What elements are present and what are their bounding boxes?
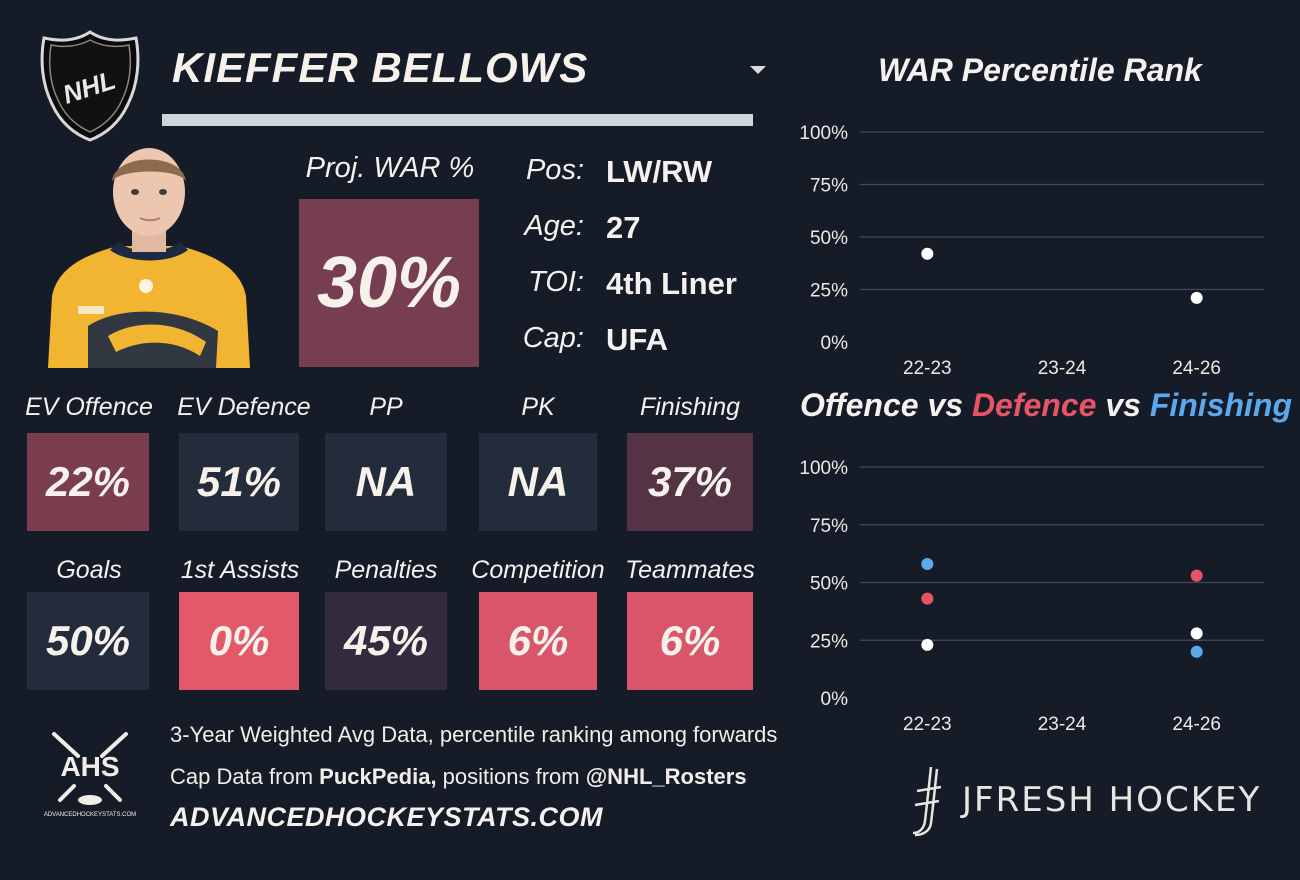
stat-label-finishing: Finishing <box>639 393 741 421</box>
offence-defence-finishing-chart: 0% 25% 50% 75% 100% 22-23 23-24 24-26 <box>799 458 1264 735</box>
info-value: UFA <box>606 322 668 357</box>
chart-title-comparison: Offence vs Defence vs Finishing <box>800 387 1292 424</box>
info-row-cap: Cap: UFA <box>520 322 780 362</box>
stat-label-competition: Competition <box>471 556 605 584</box>
data-point <box>921 592 934 605</box>
y-tick-label: 25% <box>810 281 848 302</box>
info-label: TOI: <box>528 266 584 298</box>
title-part-offence: Offence <box>800 387 919 423</box>
stat-value-teammates: 6% <box>627 592 753 690</box>
stat-label-teammates: Teammates <box>625 556 755 584</box>
stat-value-first-assists: 0% <box>179 592 299 690</box>
ahs-logo-subtext: ADVANCEDHOCKEYSTATS.COM <box>44 812 136 818</box>
x-tick-label: 24-26 <box>1172 358 1221 379</box>
stat-value-goals: 50% <box>27 592 149 690</box>
data-point <box>1190 627 1203 640</box>
proj-war-label: Proj. WAR % <box>305 152 475 184</box>
x-tick-label: 24-26 <box>1172 714 1221 735</box>
y-tick-label: 100% <box>799 123 848 144</box>
ahs-logo-text: AHS <box>60 751 119 782</box>
stat-value-penalties: 45% <box>325 592 447 690</box>
y-tick-label: 0% <box>821 333 849 354</box>
y-tick-label: 75% <box>810 516 848 537</box>
stat-label-pk: PK <box>521 393 555 421</box>
stat-label-pp: PP <box>369 393 403 421</box>
info-value: 27 <box>606 210 641 245</box>
info-label: Cap: <box>522 322 584 354</box>
footer-sources-prefix: Cap Data from <box>170 764 320 789</box>
chart-title-war: WAR Percentile Rank <box>878 52 1202 88</box>
footer-sources: Cap Data from PuckPedia, positions from … <box>170 764 747 790</box>
x-tick-label: 23-24 <box>1038 358 1087 379</box>
x-tick-label: 22-23 <box>903 714 952 735</box>
data-point <box>921 558 934 571</box>
info-row-position: Pos: LW/RW <box>520 154 780 194</box>
data-point <box>921 247 934 260</box>
y-tick-label: 50% <box>810 574 848 595</box>
x-tick-label: 22-23 <box>903 358 952 379</box>
data-point <box>1190 291 1203 304</box>
player-name: KIEFFER BELLOWS <box>172 44 589 91</box>
y-tick-label: 0% <box>821 689 849 710</box>
y-tick-label: 75% <box>810 176 848 197</box>
stat-value-finishing: 37% <box>627 433 753 531</box>
stat-label-ev-offence: EV Offence <box>25 393 153 421</box>
data-point <box>1190 645 1203 658</box>
y-tick-label: 50% <box>810 228 848 249</box>
name-underline <box>162 114 753 126</box>
footer-sources-mid: positions from <box>436 764 586 789</box>
title-part-finishing: Finishing <box>1149 387 1293 423</box>
y-tick-label: 100% <box>799 458 848 479</box>
title-part-defence: Defence <box>971 387 1097 423</box>
nhl-logo: NHL <box>40 30 140 142</box>
info-row-toi: TOI: 4th Liner <box>520 266 780 306</box>
stat-value-pk: NA <box>479 433 597 531</box>
site-link[interactable]: ADVANCEDHOCKEYSTATS.COM <box>170 802 604 832</box>
data-point <box>921 638 934 651</box>
nhl-rosters-link[interactable]: @NHL_Rosters <box>585 764 747 789</box>
info-value: LW/RW <box>606 154 713 189</box>
stat-value-ev-defence: 51% <box>179 433 299 531</box>
puckpedia-link[interactable]: PuckPedia, <box>319 764 437 789</box>
data-point <box>1190 569 1203 582</box>
stat-label-first-assists: 1st Assists <box>180 556 300 584</box>
y-tick-label: 25% <box>810 631 848 652</box>
title-part-vs: vs <box>918 387 972 423</box>
jfresh-logo <box>912 766 942 837</box>
title-part-vs: vs <box>1096 387 1150 423</box>
player-headshot <box>48 148 250 368</box>
footer-methodology: 3-Year Weighted Avg Data, percentile ran… <box>170 722 778 747</box>
proj-war-value: 30% <box>299 199 479 367</box>
ahs-logo: AHS ADVANCEDHOCKEYSTATS.COM <box>44 732 136 818</box>
info-row-age: Age: 27 <box>520 210 780 250</box>
stat-value-pp: NA <box>325 433 447 531</box>
info-label: Pos: <box>525 154 584 186</box>
info-value: 4th Liner <box>606 266 737 301</box>
jfresh-brand: JFRESH HOCKEY <box>962 780 1262 820</box>
stat-value-competition: 6% <box>479 592 597 690</box>
chevron-down-icon[interactable] <box>750 66 766 74</box>
info-label: Age: <box>524 210 584 242</box>
x-tick-label: 23-24 <box>1038 714 1087 735</box>
stat-label-ev-defence: EV Defence <box>177 393 311 421</box>
stat-value-ev-offence: 22% <box>27 433 149 531</box>
stat-label-penalties: Penalties <box>334 556 438 584</box>
stat-label-goals: Goals <box>56 556 122 584</box>
war-percentile-chart: 0% 25% 50% 75% 100% 22-23 23-24 24-26 <box>799 123 1264 379</box>
